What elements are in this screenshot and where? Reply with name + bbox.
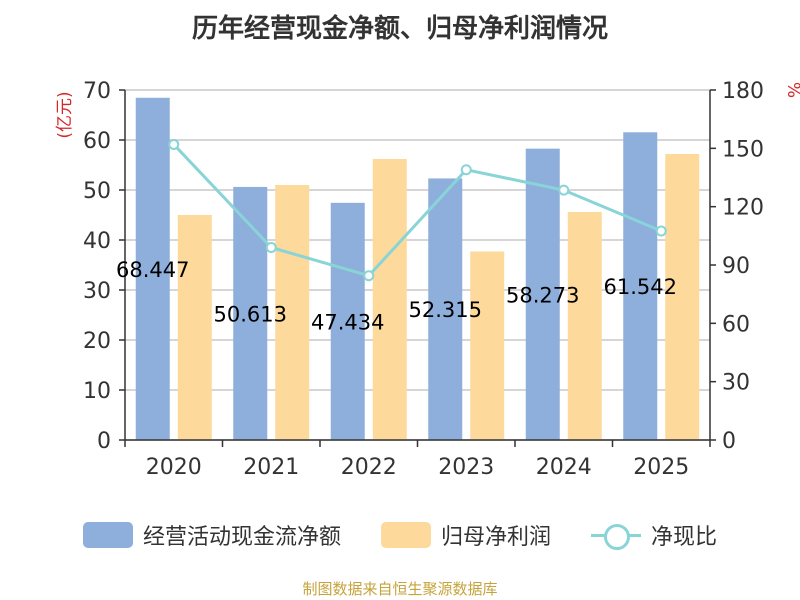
left-axis-unit: (亿元) bbox=[55, 91, 75, 138]
left-tick-label: 10 bbox=[83, 379, 111, 404]
left-tick-label: 20 bbox=[83, 329, 111, 354]
legend-item-cashflow[interactable]: 经营活动现金流净额 bbox=[82, 519, 341, 551]
ratio-line bbox=[172, 143, 662, 278]
bar-profit bbox=[372, 159, 407, 440]
chart-title: 历年经营现金净额、归母净利润情况 bbox=[191, 14, 608, 44]
ratio-point bbox=[265, 242, 277, 253]
bar-cashflow bbox=[135, 97, 170, 440]
right-tick-label: 30 bbox=[722, 371, 750, 396]
legend-swatch-profit bbox=[380, 522, 431, 548]
x-tick-label: 2021 bbox=[243, 455, 299, 480]
legend-label-profit: 归母净利润 bbox=[440, 525, 551, 550]
legend-item-profit[interactable]: 归母净利润 bbox=[380, 519, 551, 551]
bar-cashflow bbox=[330, 202, 365, 440]
legend-swatch-cashflow bbox=[82, 522, 133, 548]
bars bbox=[135, 97, 700, 441]
ratio-point bbox=[558, 184, 570, 196]
right-tick-label: 180 bbox=[722, 79, 764, 104]
legend-item-ratio[interactable]: 净现比 bbox=[591, 519, 717, 551]
right-tick-label: 150 bbox=[722, 137, 764, 162]
data-label-cashflow: 61.542 bbox=[604, 275, 677, 299]
bar-cashflow bbox=[233, 186, 268, 440]
bar-cashflow bbox=[623, 132, 658, 441]
axes: 0 10 20 30 40 50 60 70 0 30 60 90 120 150 180 2020 2021 2… bbox=[55, 79, 800, 480]
line-series bbox=[168, 138, 667, 282]
source-note: 制图数据来自恒生聚源数据库 bbox=[302, 580, 498, 598]
data-label-cashflow: 47.434 bbox=[311, 310, 384, 334]
ratio-point bbox=[655, 225, 667, 237]
legend-label-ratio: 净现比 bbox=[651, 525, 718, 550]
x-tick-label: 2022 bbox=[341, 455, 397, 480]
left-tick-label: 50 bbox=[83, 179, 111, 204]
x-tick-label: 2024 bbox=[536, 455, 592, 480]
bar-profit bbox=[275, 185, 310, 440]
left-tick-label: 0 bbox=[97, 429, 111, 454]
right-tick-label: 120 bbox=[722, 196, 764, 221]
ratio-point bbox=[168, 138, 180, 150]
bar-profit bbox=[665, 154, 700, 440]
bar-cashflow bbox=[525, 148, 560, 440]
legend-label-cashflow: 经营活动现金流净额 bbox=[142, 525, 341, 550]
data-label-cashflow: 52.315 bbox=[409, 298, 482, 322]
left-tick-label: 40 bbox=[83, 229, 111, 254]
right-tick-label: 0 bbox=[722, 429, 736, 454]
bar-profit bbox=[470, 251, 505, 440]
left-tick-label: 60 bbox=[83, 129, 111, 154]
bar-profit bbox=[177, 215, 212, 440]
right-tick-label: 60 bbox=[722, 312, 750, 337]
ratio-point bbox=[460, 164, 472, 176]
legend-swatch-ratio bbox=[591, 522, 641, 550]
x-tick-label: 2023 bbox=[438, 455, 494, 480]
left-tick-label: 30 bbox=[83, 279, 111, 304]
bar-profit bbox=[567, 212, 602, 440]
x-tick-label: 2025 bbox=[633, 455, 689, 480]
x-tick-label: 2020 bbox=[146, 455, 202, 480]
bar-cashflow bbox=[428, 178, 463, 441]
legend: 经营活动现金流净额 归母净利润 净现比 bbox=[0, 515, 800, 555]
data-label-cashflow: 50.613 bbox=[214, 302, 287, 326]
right-axis-unit: % bbox=[783, 82, 800, 98]
right-tick-label: 90 bbox=[722, 254, 750, 279]
left-tick-label: 70 bbox=[83, 79, 111, 104]
ratio-point bbox=[363, 270, 375, 282]
grid-lines bbox=[125, 89, 710, 441]
data-labels: 68.447 50.613 47.434 52.315 58.273 61.542 bbox=[116, 258, 677, 335]
data-label-cashflow: 58.273 bbox=[506, 283, 579, 307]
data-label-cashflow: 68.447 bbox=[116, 258, 189, 282]
